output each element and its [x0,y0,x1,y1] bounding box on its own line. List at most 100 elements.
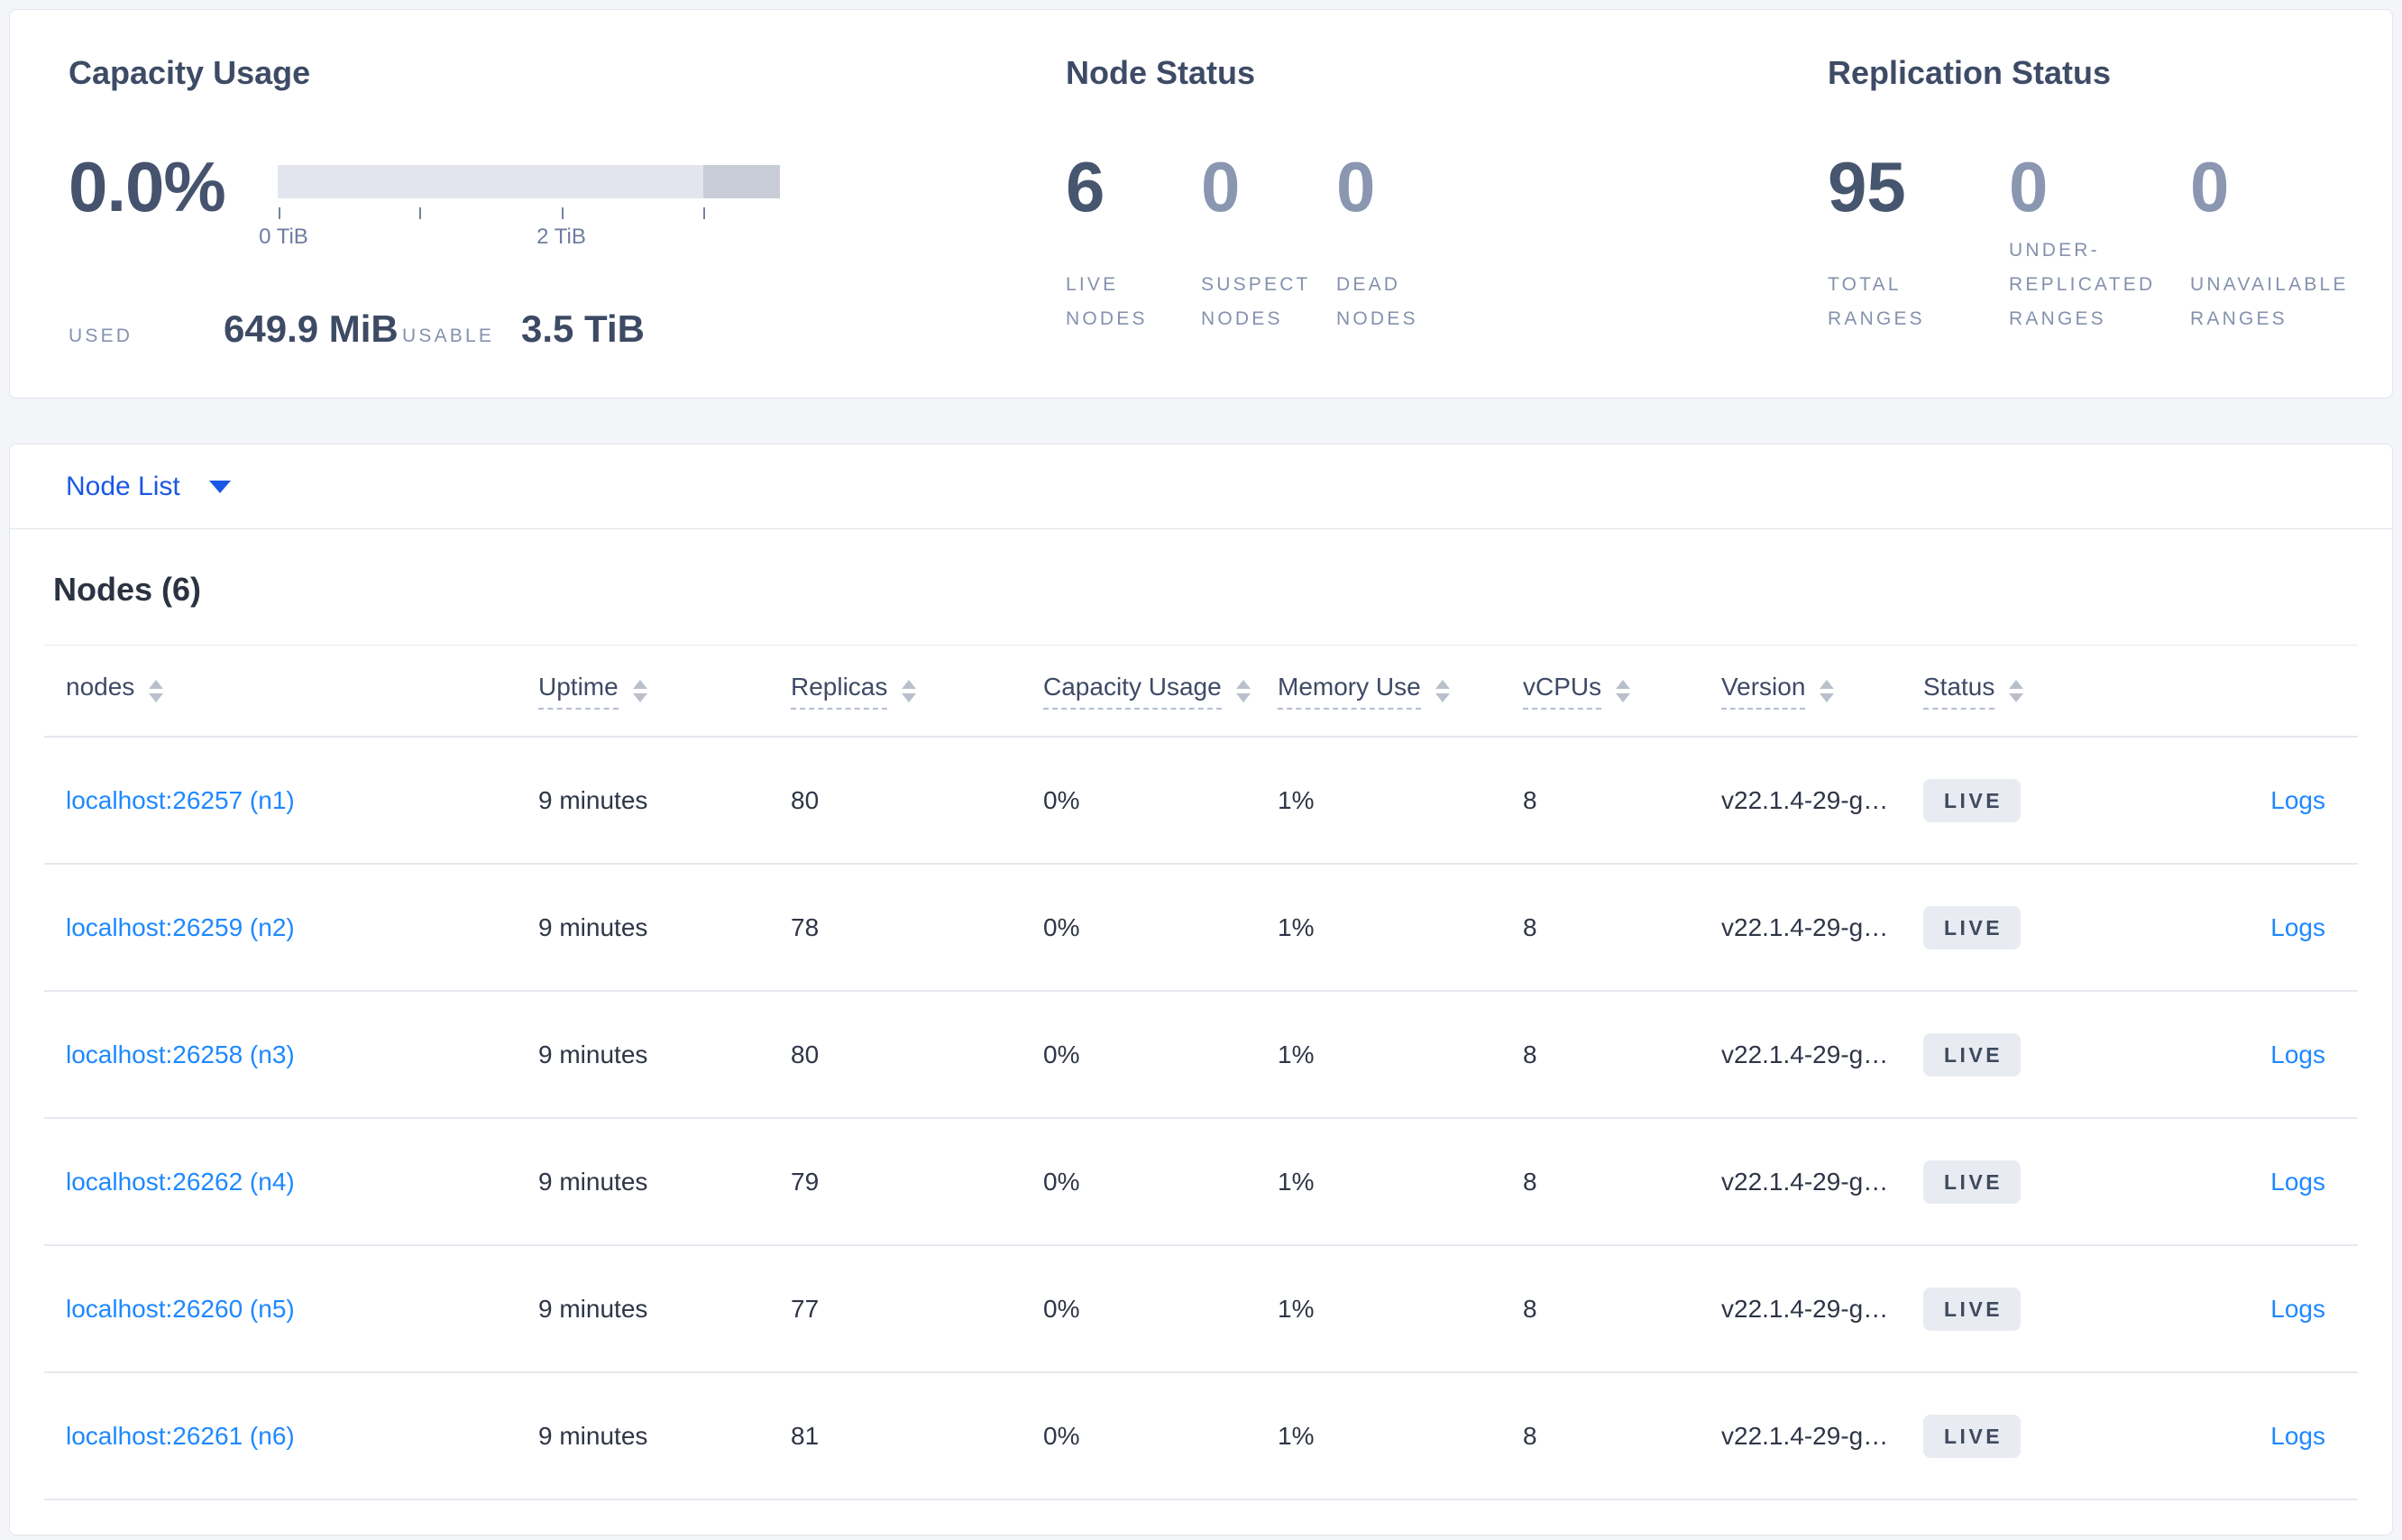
memory-cell: 1% [1278,1167,1315,1196]
table-row: localhost:26261 (n6) 9 minutes 81 0% 1% … [44,1371,2358,1499]
capacity-cell: 0% [1043,1167,1080,1196]
column-header-capacity-usage[interactable]: Capacity Usage [1043,673,1278,710]
column-header-uptime[interactable]: Uptime [538,673,791,710]
column-header-version[interactable]: Version [1721,673,1923,710]
version-cell: v22.1.4-29-g… [1721,912,1889,941]
live-nodes-value: 6 [1066,147,1105,226]
column-header-nodes[interactable]: nodes [44,673,538,710]
capacity-cell: 0% [1043,1421,1080,1450]
column-header-status[interactable]: Status [1923,673,2140,710]
axis-tick [279,207,281,219]
capacity-cell: 0% [1043,1294,1080,1323]
under-replicated-ranges-value: 0 [2009,147,2049,226]
logs-link[interactable]: Logs [2270,1294,2325,1323]
live-nodes-label: LIVE NODES [1066,274,1148,329]
node-status-section: Node Status 6 LIVE NODES 0 SUSPECT NODES… [1066,53,1828,398]
logs-link[interactable]: Logs [2270,1421,2325,1450]
cluster-summary-panel: Capacity Usage 0.0% 0 TiB 2 TiB USED 649… [9,9,2393,399]
live-nodes-metric: 6 LIVE NODES [1066,145,1201,336]
node-link[interactable]: localhost:26260 (n5) [66,1294,295,1323]
node-link[interactable]: localhost:26262 (n4) [66,1167,295,1196]
node-link[interactable]: localhost:26261 (n6) [66,1421,295,1450]
uptime-cell: 9 minutes [538,912,648,941]
uptime-cell: 9 minutes [538,1167,648,1196]
capacity-bar-reserved-segment [702,165,780,198]
node-status-title: Node Status [1066,54,1256,91]
sort-icon [149,679,164,702]
vcpus-cell: 8 [1523,1294,1537,1323]
column-header-replicas[interactable]: Replicas [791,673,1043,710]
node-link[interactable]: localhost:26257 (n1) [66,785,295,814]
usable-label: USABLE [402,325,495,346]
sort-icon [632,679,647,702]
caret-down-icon[interactable] [208,480,231,493]
total-ranges-metric: 95 TOTAL RANGES [1828,145,2009,336]
replicas-cell: 81 [791,1421,820,1450]
usable-value: 3.5 TiB [521,307,645,350]
status-badge: LIVE [1923,1287,2022,1331]
capacity-cell: 0% [1043,912,1080,941]
status-badge: LIVE [1923,1160,2022,1204]
table-row: localhost:26259 (n2) 9 minutes 78 0% 1% … [44,863,2358,990]
axis-tick [561,207,564,219]
capacity-bar-chart: 0 TiB 2 TiB [259,165,780,252]
sort-icon [1820,679,1835,702]
replicas-cell: 80 [791,1040,820,1068]
axis-tick [702,207,705,219]
under-replicated-ranges-metric: 0 UNDER- REPLICATED RANGES [2009,145,2190,336]
sort-icon [1235,679,1251,702]
axis-tick [419,207,422,219]
node-list-dropdown[interactable]: Node List [66,471,180,501]
unavailable-ranges-value: 0 [2190,147,2230,226]
axis-tick-label: 0 TiB [259,225,308,249]
capacity-cell: 0% [1043,1040,1080,1068]
column-header-memory-use[interactable]: Memory Use [1278,673,1523,710]
logs-link[interactable]: Logs [2270,785,2325,814]
nodes-table-heading: Nodes (6) [53,571,202,608]
replication-status-section: Replication Status 95 TOTAL RANGES 0 UND… [1828,53,2392,398]
uptime-cell: 9 minutes [538,1421,648,1450]
column-header-vcpus[interactable]: vCPUs [1523,673,1721,710]
replicas-cell: 77 [791,1294,820,1323]
vcpus-cell: 8 [1523,785,1537,814]
memory-cell: 1% [1278,1421,1315,1450]
suspect-nodes-metric: 0 SUSPECT NODES [1201,145,1336,336]
unavailable-ranges-label: UNAVAILABLE RANGES [2190,274,2349,329]
vcpus-cell: 8 [1523,912,1537,941]
node-list-panel: Node List Nodes (6) nodes Uptime Replica… [9,444,2393,1535]
version-cell: v22.1.4-29-g… [1721,1294,1889,1323]
table-bottom-divider [44,1499,2358,1500]
logs-link[interactable]: Logs [2270,1040,2325,1068]
suspect-nodes-label: SUSPECT NODES [1201,274,1311,329]
replicas-cell: 78 [791,912,820,941]
table-row: localhost:26260 (n5) 9 minutes 77 0% 1% … [44,1244,2358,1371]
table-row: localhost:26258 (n3) 9 minutes 80 0% 1% … [44,990,2358,1117]
dead-nodes-value: 0 [1336,147,1376,226]
status-badge: LIVE [1923,1414,2022,1458]
uptime-cell: 9 minutes [538,1040,648,1068]
node-link[interactable]: localhost:26258 (n3) [66,1040,295,1068]
sort-icon [1616,679,1631,702]
sort-icon [1435,679,1450,702]
capacity-usage-chart: 0.0% 0 TiB 2 TiB [69,145,1066,252]
logs-link[interactable]: Logs [2270,912,2325,941]
version-cell: v22.1.4-29-g… [1721,1167,1889,1196]
sort-icon [902,679,917,702]
node-link[interactable]: localhost:26259 (n2) [66,912,295,941]
capacity-bar-track [277,165,780,198]
suspect-nodes-value: 0 [1201,147,1241,226]
unavailable-ranges-metric: 0 UNAVAILABLE RANGES [2190,145,2371,336]
version-cell: v22.1.4-29-g… [1721,1040,1889,1068]
vcpus-cell: 8 [1523,1040,1537,1068]
view-selector-bar: Node List [10,445,2392,529]
logs-link[interactable]: Logs [2270,1167,2325,1196]
used-label: USED [69,325,133,346]
capacity-used-row: USED 649.9 MiB USABLE 3.5 TiB [69,307,1066,351]
axis-tick-label: 2 TiB [536,225,586,249]
uptime-cell: 9 minutes [538,785,648,814]
capacity-percent-value: 0.0% [69,147,226,226]
capacity-cell: 0% [1043,785,1080,814]
replication-status-title: Replication Status [1828,54,2112,91]
capacity-usage-title: Capacity Usage [69,54,311,91]
capacity-usage-section: Capacity Usage 0.0% 0 TiB 2 TiB USED 649… [69,53,1066,398]
